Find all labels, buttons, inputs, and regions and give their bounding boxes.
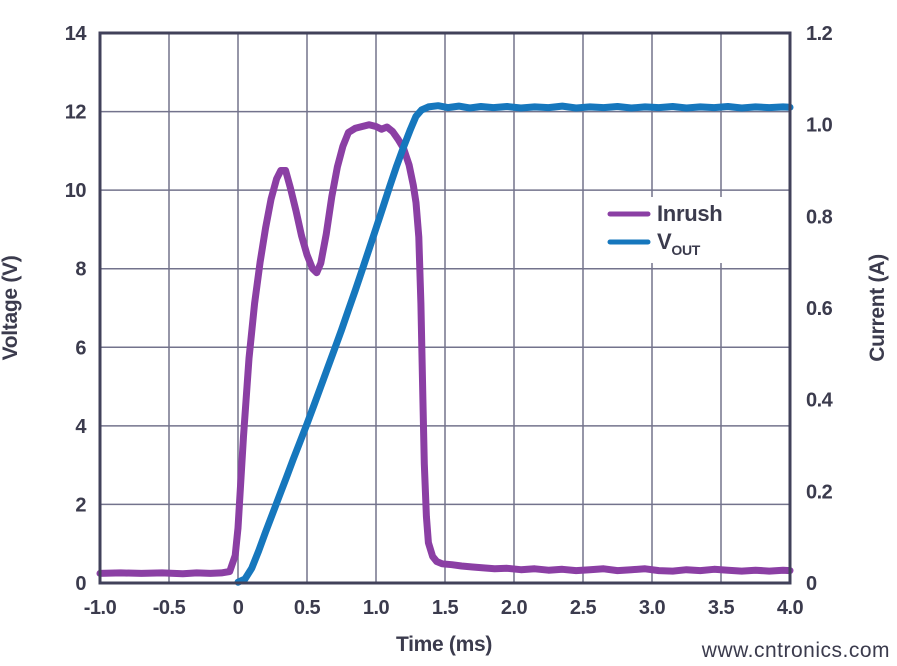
y-left-tick-label: 10 xyxy=(65,180,87,202)
legend-item-vout: VOUT xyxy=(607,229,701,258)
x-tick-label: 2.0 xyxy=(501,597,528,619)
y-right-tick-label: 0.2 xyxy=(806,481,833,503)
x-tick-label: 0.5 xyxy=(294,597,321,619)
y-axis-left-title: Voltage (V) xyxy=(0,256,22,361)
x-axis-title: Time (ms) xyxy=(396,633,492,656)
legend-label-vout-subscript: OUT xyxy=(671,242,700,258)
y-left-tick-label: 14 xyxy=(65,23,88,45)
vout-curve xyxy=(234,102,794,586)
legend-item-inrush: Inrush xyxy=(607,201,723,226)
y-right-tick-label: 0.4 xyxy=(806,390,834,412)
watermark: www.cntronics.com xyxy=(701,639,890,662)
x-tick-label: 1.5 xyxy=(432,597,459,619)
legend: Inrush VOUT xyxy=(600,197,787,263)
legend-label-vout: VOUT xyxy=(657,229,701,258)
y-right-tick-label: 0 xyxy=(806,573,817,595)
legend-label-vout-main: V xyxy=(657,229,672,254)
tick-labels: -1.0 -0.5 0 0.5 1.0 1.5 2.0 2.5 3.0 3.5 4.00246810… xyxy=(65,23,834,619)
y-axis-right-title: Current (A) xyxy=(866,254,889,362)
y-left-tick-label: 4 xyxy=(75,416,87,438)
grid-lines xyxy=(100,33,790,583)
inrush-curve xyxy=(96,121,794,578)
curve-layer xyxy=(96,102,794,586)
y-right-tick-label: 1.2 xyxy=(806,23,833,45)
y-left-tick-label: 2 xyxy=(75,494,86,516)
x-tick-label: 4.0 xyxy=(777,597,804,619)
x-tick-label: 3.5 xyxy=(708,597,735,619)
y-right-tick-label: 0.8 xyxy=(806,206,833,228)
x-tick-label: 1.0 xyxy=(363,597,390,619)
x-tick-label: 2.5 xyxy=(570,597,597,619)
x-tick-label: -1.0 xyxy=(84,597,117,619)
y-right-tick-label: 1.0 xyxy=(806,115,833,137)
plot-frame xyxy=(98,31,792,585)
y-left-tick-label: 0 xyxy=(75,573,86,595)
x-tick-label: -0.5 xyxy=(153,597,186,619)
x-tick-label: 0 xyxy=(233,597,244,619)
y-left-tick-label: 12 xyxy=(65,102,87,124)
y-right-tick-label: 0.6 xyxy=(806,298,833,320)
legend-label-inrush: Inrush xyxy=(657,201,722,226)
y-left-tick-label: 6 xyxy=(75,337,86,359)
x-tick-label: 3.0 xyxy=(639,597,666,619)
legend-background xyxy=(600,197,787,263)
y-left-tick-label: 8 xyxy=(75,259,86,281)
